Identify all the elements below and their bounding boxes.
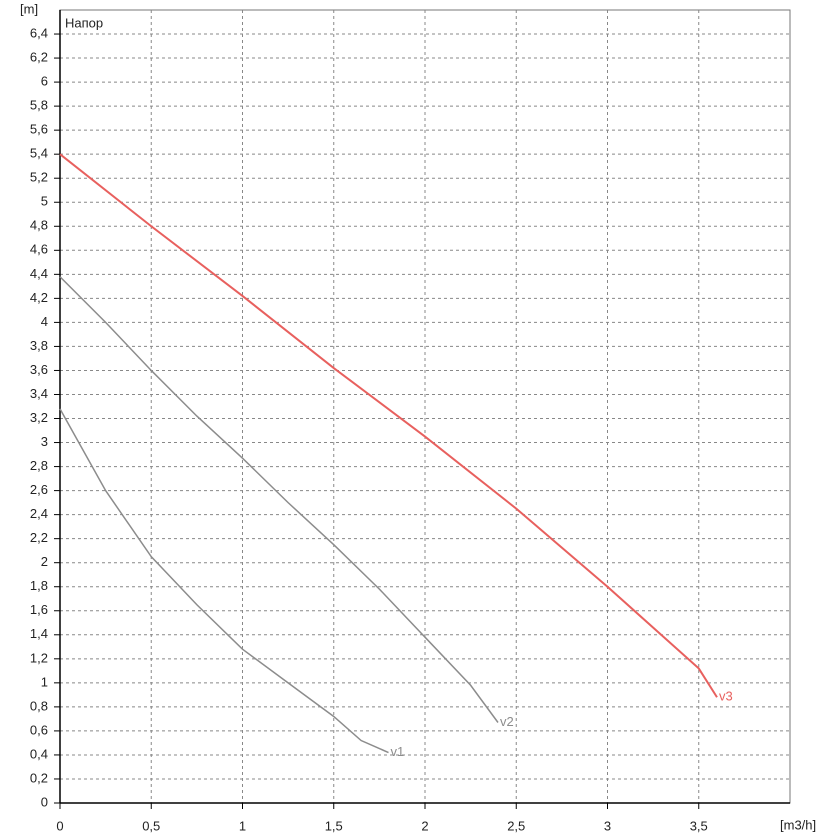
y-tick-label: 6,4 <box>30 25 48 40</box>
y-tick-label: 5,2 <box>30 170 48 185</box>
x-tick-label: 2 <box>421 818 428 833</box>
x-tick-label: 0 <box>56 818 63 833</box>
y-tick-label: 3 <box>41 434 48 449</box>
y-tick-label: 4,2 <box>30 290 48 305</box>
y-tick-label: 5,4 <box>30 146 48 161</box>
y-tick-label: 0,8 <box>30 698 48 713</box>
y-tick-label: 3,6 <box>30 362 48 377</box>
y-tick-label: 5 <box>41 194 48 209</box>
chart-title: Напор <box>65 15 103 30</box>
y-tick-label: 2,4 <box>30 506 48 521</box>
y-tick-label: 1,6 <box>30 602 48 617</box>
y-tick-label: 1 <box>41 674 48 689</box>
x-axis-label: [m3/h] <box>780 817 816 832</box>
y-tick-label: 1,2 <box>30 650 48 665</box>
y-tick-label: 4,8 <box>30 218 48 233</box>
series-label: v3 <box>719 689 733 704</box>
x-tick-label: 3 <box>604 818 611 833</box>
curve <box>59 153 718 698</box>
y-tick-label: 5,6 <box>30 122 48 137</box>
y-tick-label: 2,8 <box>30 458 48 473</box>
y-tick-label: 6,2 <box>30 49 48 64</box>
x-tick-label: 1,5 <box>325 818 343 833</box>
series-label: v2 <box>500 714 514 729</box>
y-tick-label: 0 <box>41 794 48 809</box>
x-tick-label: 0,5 <box>142 818 160 833</box>
curve <box>59 276 499 723</box>
y-tick-label: 3,2 <box>30 410 48 425</box>
series-label: v1 <box>391 744 405 759</box>
y-tick-label: 4,6 <box>30 242 48 257</box>
y-tick-label: 1,4 <box>30 626 48 641</box>
x-tick-label: 1 <box>239 818 246 833</box>
y-tick-label: 3,4 <box>30 386 48 401</box>
y-tick-label: 1,8 <box>30 578 48 593</box>
curve <box>59 408 389 754</box>
y-tick-label: 0,6 <box>30 722 48 737</box>
y-tick-label: 5,8 <box>30 98 48 113</box>
y-tick-label: 4,4 <box>30 266 48 281</box>
x-tick-label: 3,5 <box>690 818 708 833</box>
y-tick-label: 2,6 <box>30 482 48 497</box>
y-tick-label: 4 <box>41 314 48 329</box>
x-tick-label: 2,5 <box>507 818 525 833</box>
y-tick-label: 2 <box>41 554 48 569</box>
y-tick-label: 0,2 <box>30 770 48 785</box>
y-tick-label: 0,4 <box>30 746 48 761</box>
y-axis-label: [m] <box>20 1 38 16</box>
y-tick-label: 2,2 <box>30 530 48 545</box>
y-tick-label: 3,8 <box>30 338 48 353</box>
y-tick-label: 6 <box>41 74 48 89</box>
